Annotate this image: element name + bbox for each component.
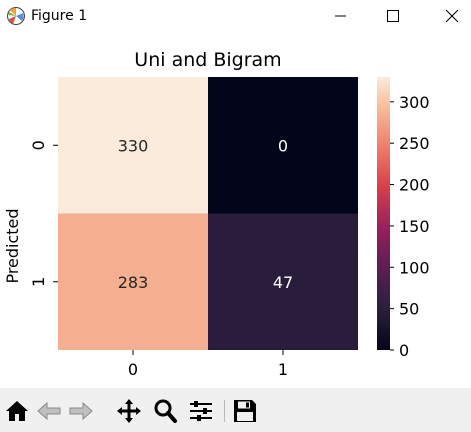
y-axis: 01 <box>29 140 58 287</box>
window-titlebar: Figure 1 <box>0 0 471 32</box>
configure-subplots-icon[interactable] <box>188 398 214 424</box>
home-icon[interactable] <box>4 398 30 424</box>
navigation-toolbar <box>0 388 471 432</box>
colorbar-tick-label: 300 <box>399 93 430 112</box>
colorbar-tick-label: 250 <box>399 134 430 153</box>
colorbar-tick-label: 0 <box>399 341 409 360</box>
heatmap-cell <box>58 77 208 214</box>
forward-arrow-icon[interactable] <box>68 398 94 424</box>
x-tick-label: 0 <box>128 360 138 379</box>
back-arrow-icon[interactable] <box>36 398 62 424</box>
cell-value-label: 283 <box>118 273 149 292</box>
toolbar-separator <box>224 400 225 422</box>
cell-value-label: 0 <box>278 136 288 155</box>
cell-value-label: 47 <box>273 273 293 292</box>
y-tick-label: 0 <box>29 140 48 150</box>
heatmap-cell <box>208 77 358 214</box>
colorbar-tick-label: 100 <box>399 258 430 277</box>
cell-value-label: 330 <box>118 136 149 155</box>
heatmap-cell <box>208 213 358 350</box>
matplotlib-app-icon <box>6 6 26 26</box>
y-tick-label: 1 <box>29 277 48 287</box>
chart-title: Uni and Bigram <box>134 49 281 71</box>
heatmap-cell <box>58 213 208 350</box>
colorbar-tick-label: 200 <box>399 176 430 195</box>
colorbar-tick-label: 150 <box>399 217 430 236</box>
colorbar-ticks: 0 50 100 150 200 250 300 <box>390 93 430 360</box>
maximize-button[interactable] <box>370 4 416 28</box>
colorbar-tick-label: 50 <box>399 300 419 319</box>
minimize-button[interactable] <box>317 4 363 28</box>
save-icon[interactable] <box>232 398 258 424</box>
colorbar <box>377 77 390 350</box>
heatmap-cells <box>58 77 358 350</box>
window-title: Figure 1 <box>31 8 88 24</box>
zoom-icon[interactable] <box>152 398 178 424</box>
y-axis-label: Predicted <box>3 208 22 283</box>
cell-annotations: 330 0 283 47 <box>118 136 293 292</box>
x-tick-label: 1 <box>278 360 288 379</box>
close-button[interactable] <box>425 4 471 28</box>
pan-icon[interactable] <box>116 398 142 424</box>
